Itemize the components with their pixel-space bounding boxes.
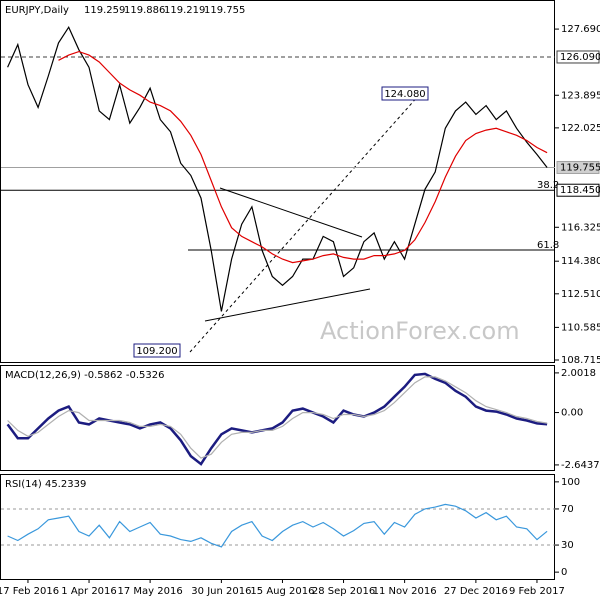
ohlc-value: 119.219: [164, 5, 205, 16]
level-label-box: [556, 160, 600, 174]
rsi-panel: [0, 474, 555, 580]
y-tick-label: 116.325: [561, 222, 600, 233]
level-label-box: [556, 183, 600, 197]
x-tick-label: 1 Apr 2016: [61, 586, 116, 597]
series-line: [6, 372, 548, 466]
y-tick-label: 2.0018: [561, 368, 596, 379]
y-tick-label: 123.895: [561, 90, 600, 101]
series-line: [7, 376, 548, 459]
annotation-box: [381, 86, 429, 101]
y-tick-label: -2.6437: [561, 460, 600, 471]
y-tick-label: 127.690: [561, 24, 600, 35]
macd-panel: [0, 365, 555, 471]
level-label: 118.450: [560, 185, 600, 196]
panel-header: RSI(14) 45.2339: [5, 479, 86, 490]
y-tick-label: 100: [561, 477, 580, 488]
triangle-line: [219, 187, 363, 238]
watermark: ActionForex.com: [320, 317, 520, 345]
x-tick-label: 27 Dec 2016: [444, 586, 508, 597]
x-tick-label: 30 Jun 2016: [191, 586, 251, 597]
annotation: 38.2: [537, 180, 559, 191]
annotation: 61.8: [537, 240, 559, 251]
level-label: 119.755: [560, 162, 600, 173]
panel-header: MACD(12,26,9) -0.5862 -0.5326: [5, 370, 165, 381]
level-label-box: [556, 50, 600, 64]
y-tick-label: 110.585: [561, 322, 600, 333]
y-tick-label: 122.025: [561, 123, 600, 134]
x-tick-label: 28 Sep 2016: [312, 586, 375, 597]
trend-line: [189, 93, 421, 353]
x-tick-label: 17 Feb 2016: [0, 586, 59, 597]
price-panel: [0, 0, 555, 363]
x-tick-label: 9 Feb 2017: [509, 586, 565, 597]
panel-header: EURJPY,Daily: [5, 5, 69, 16]
series-line: [58, 50, 548, 264]
level-label: 126.090: [560, 52, 600, 63]
series-line: [7, 25, 548, 312]
y-tick-label: 112.510: [561, 289, 600, 300]
y-tick-label: 0: [561, 567, 567, 578]
x-tick-label: 17 May 2016: [118, 586, 183, 597]
ohlc-value: 119.259: [84, 5, 125, 16]
y-tick-label: 108.715: [561, 355, 600, 366]
y-tick-label: 114.380: [561, 256, 600, 267]
annotation: 124.080: [384, 89, 425, 100]
annotation-box: [133, 343, 181, 358]
ohlc-value: 119.755: [204, 5, 245, 16]
x-tick-label: 15 Aug 2016: [250, 586, 314, 597]
x-tick-label: 11 Nov 2016: [373, 586, 437, 597]
y-tick-label: 30: [561, 540, 574, 551]
ohlc-value: 119.886: [124, 5, 165, 16]
series-line: [7, 503, 548, 548]
annotation: 109.200: [136, 346, 177, 357]
y-tick-label: 70: [561, 504, 574, 515]
triangle-line: [204, 288, 371, 322]
y-tick-label: 0.00: [561, 408, 583, 419]
